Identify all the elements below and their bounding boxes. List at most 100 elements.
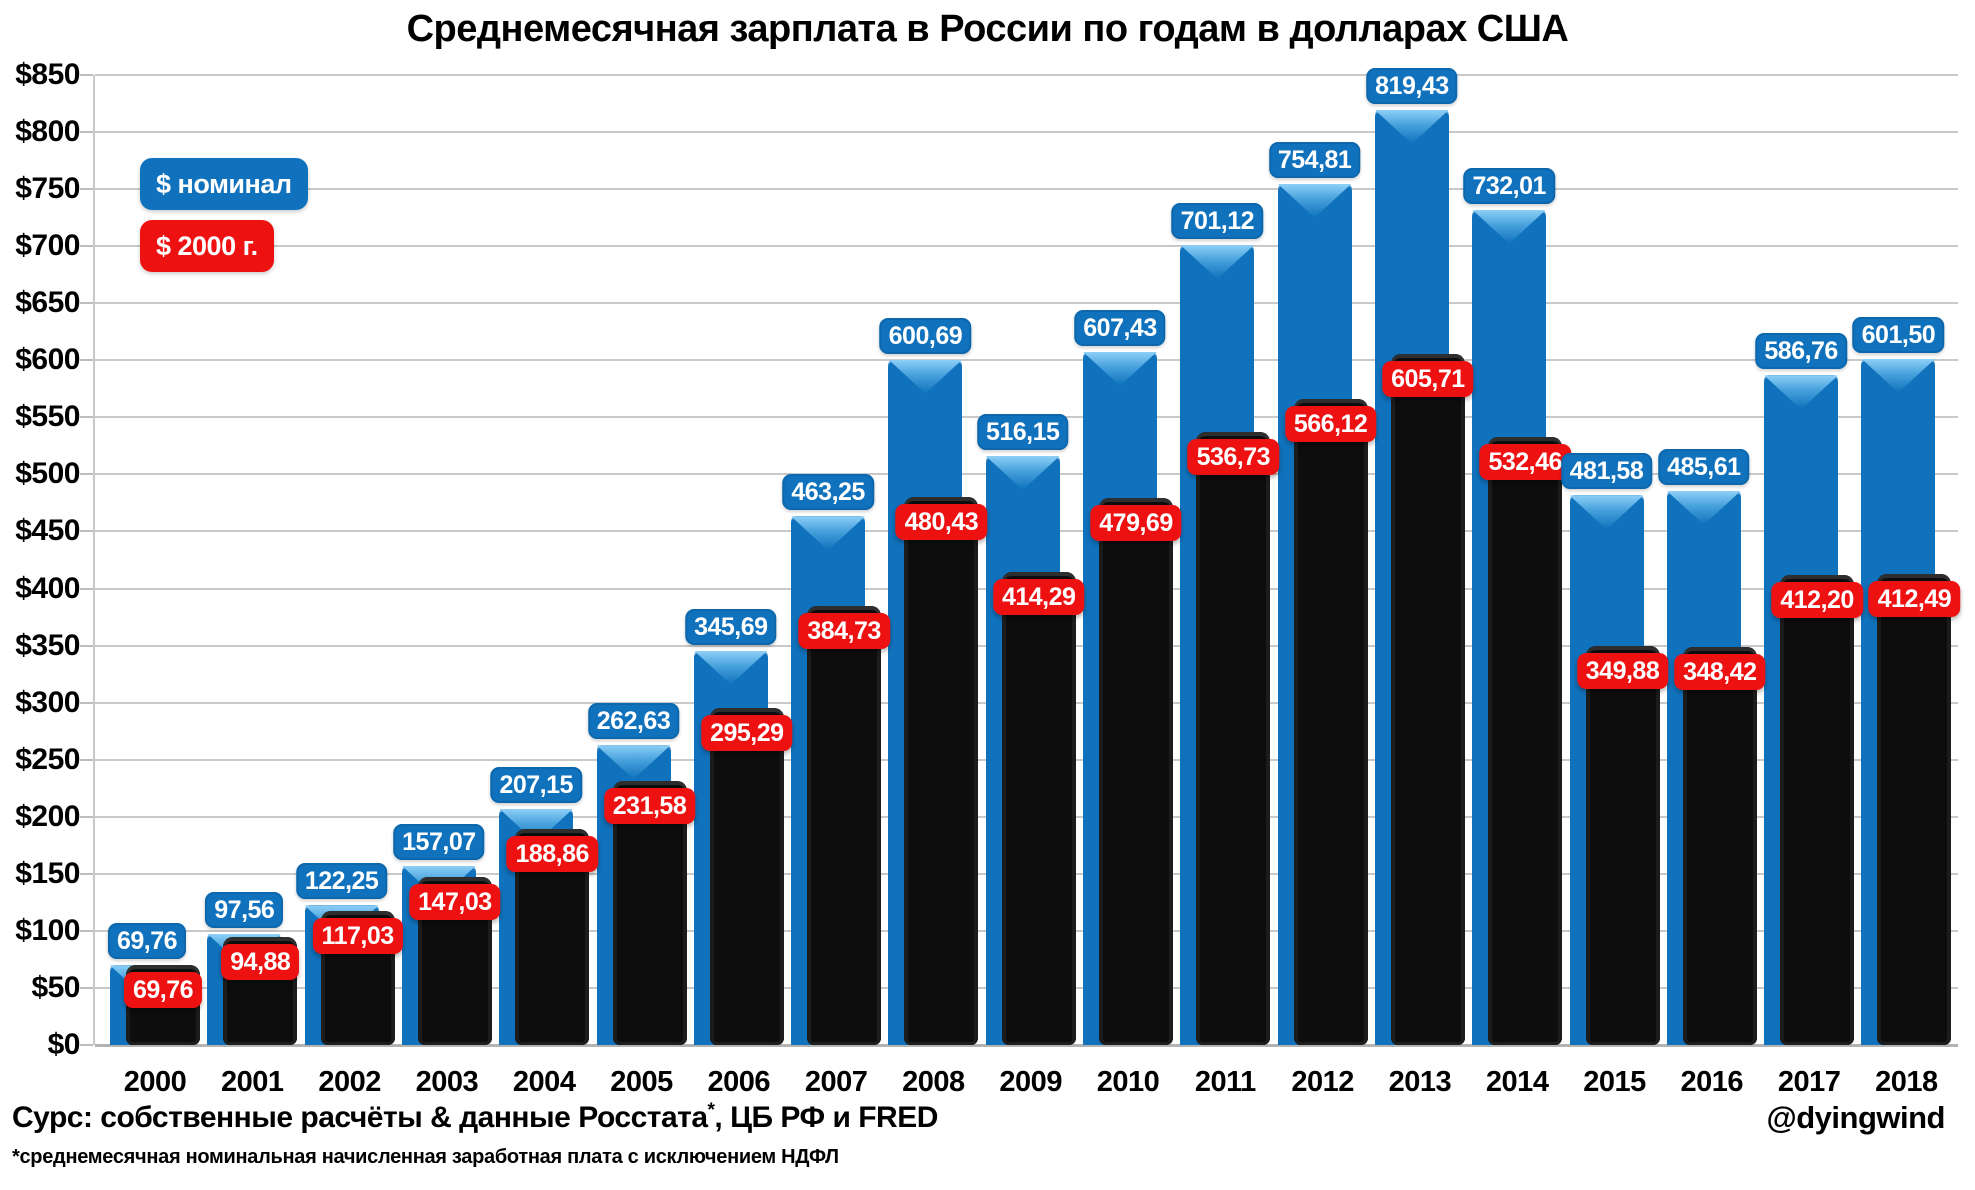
bar-label-real-2010: 479,69 [1090, 504, 1182, 541]
y-axis-tick-label: $0 [47, 1028, 81, 1061]
gridline [95, 188, 1958, 191]
bar-real-2013 [1390, 353, 1465, 1045]
bar-label-real-2014: 532,46 [1479, 444, 1571, 481]
bar-label-nominal-2013: 819,43 [1366, 67, 1458, 104]
x-axis-label-2016: 2016 [1680, 1066, 1744, 1098]
bar-real-2011 [1196, 432, 1271, 1045]
y-axis-tick-label: $750 [15, 172, 80, 206]
bar-label-nominal-2000: 69,76 [107, 923, 187, 960]
x-axis-label-2011: 2011 [1194, 1066, 1256, 1098]
gridline [95, 74, 1958, 76]
y-axis-tick-label: $150 [15, 856, 80, 890]
axis-tick [80, 929, 93, 932]
axis-tick [80, 644, 93, 647]
bar-label-nominal-2001: 97,56 [205, 891, 284, 928]
bar-label-real-2015: 349,88 [1576, 652, 1669, 689]
axis-tick [80, 188, 93, 191]
bar-real-2018 [1877, 574, 1952, 1045]
axis-tick [80, 359, 93, 362]
y-axis-tick-label: $250 [15, 742, 80, 776]
axis-tick [80, 245, 93, 248]
bar-real-2017 [1780, 574, 1855, 1045]
bar-label-nominal-2006: 345,69 [685, 608, 777, 645]
bar-label-real-2005: 231,58 [603, 787, 696, 824]
footnote: *среднемесячная номинальная начисленная … [12, 1146, 839, 1168]
legend-label-nominal: $ номинал [156, 169, 292, 199]
bar-label-real-2011: 536,73 [1187, 439, 1280, 476]
source-text-main: Сурс: собственные расчёты & данные Росст… [12, 1101, 708, 1134]
y-axis-tick-label: $850 [15, 58, 80, 91]
bar-label-real-2009: 414,29 [992, 579, 1085, 616]
legend-item-nominal: $ номинал [140, 158, 308, 210]
bar-label-real-2001: 94,88 [221, 943, 300, 980]
y-axis-tick-label: $350 [15, 628, 80, 662]
source-text-tail: , ЦБ РФ и FRED [714, 1101, 938, 1134]
bar-bevel [1083, 351, 1157, 386]
bar-label-nominal-2007: 463,25 [782, 474, 874, 511]
y-axis-tick-label: $650 [15, 286, 80, 320]
bar-real-2014 [1488, 437, 1563, 1045]
y-axis-tick-label: $800 [15, 115, 80, 149]
axis-tick [80, 131, 93, 134]
axis-tick [80, 815, 93, 818]
bar-label-real-2017: 412,20 [1771, 581, 1863, 618]
x-axis-label-2000: 2000 [123, 1066, 187, 1098]
bar-label-nominal-2014: 732,01 [1463, 167, 1555, 204]
bar-label-nominal-2005: 262,63 [587, 703, 680, 740]
bar-real-2012 [1293, 398, 1368, 1045]
axis-tick [80, 530, 93, 533]
bar-label-real-2018: 412,49 [1868, 581, 1961, 618]
y-axis-tick-label: $300 [15, 685, 80, 719]
bar-bevel [1180, 244, 1255, 279]
axis-tick [80, 587, 93, 590]
bar-bevel [1277, 183, 1352, 218]
x-axis-label-2015: 2015 [1583, 1066, 1646, 1098]
bar-label-real-2000: 69,76 [123, 972, 203, 1009]
bar-bevel [1666, 490, 1741, 525]
bar-label-nominal-2016: 485,61 [1658, 448, 1750, 485]
bar-label-nominal-2010: 607,43 [1074, 309, 1166, 346]
y-axis-tick-label: $550 [15, 400, 80, 434]
gridline [95, 131, 1958, 134]
x-axis-label-2013: 2013 [1388, 1066, 1452, 1098]
bar-real-2015 [1585, 645, 1660, 1045]
bar-label-nominal-2017: 586,76 [1755, 333, 1847, 370]
axis-tick [80, 302, 93, 305]
axis-tick [80, 416, 93, 419]
gridline [95, 359, 1958, 362]
y-axis-tick-label: $100 [15, 913, 80, 947]
bar-real-2006 [709, 708, 784, 1045]
bar-label-nominal-2018: 601,50 [1852, 316, 1945, 353]
x-axis-label-2008: 2008 [902, 1066, 965, 1098]
axis-tick [80, 872, 93, 875]
bar-label-real-2008: 480,43 [895, 503, 988, 540]
legend-item-real-2000: $ 2000 г. [140, 220, 274, 272]
axis-tick [80, 473, 93, 476]
bar-label-real-2016: 348,42 [1674, 654, 1766, 691]
bar-real-2007 [807, 605, 882, 1045]
bar-real-2005 [612, 780, 687, 1045]
bar-label-nominal-2015: 481,58 [1560, 453, 1653, 490]
bar-real-2010 [1099, 497, 1173, 1045]
x-axis-label-2018: 2018 [1875, 1066, 1938, 1098]
bar-real-2008 [904, 496, 979, 1045]
axis-tick [80, 74, 93, 76]
bar-bevel [985, 455, 1060, 490]
x-axis-label-2009: 2009 [999, 1066, 1062, 1098]
x-axis-label-2006: 2006 [707, 1066, 771, 1098]
axis-tick [80, 701, 93, 704]
bar-bevel [1861, 358, 1936, 393]
bar-bevel [791, 516, 866, 551]
x-axis-line [95, 1044, 1958, 1047]
bar-label-nominal-2009: 516,15 [976, 413, 1069, 450]
source-asterisk: * [707, 1100, 715, 1121]
source-note: Сурс: собственные расчёты & данные Росст… [12, 1100, 938, 1135]
x-axis-label-2003: 2003 [415, 1066, 479, 1098]
bar-bevel [888, 359, 963, 394]
x-axis-label-2005: 2005 [610, 1066, 673, 1098]
bar-bevel [1569, 495, 1644, 530]
bar-bevel [1764, 375, 1839, 410]
x-axis-label-2002: 2002 [318, 1066, 381, 1098]
bar-label-real-2002: 117,03 [312, 918, 403, 955]
y-axis-tick-label: $450 [15, 514, 80, 548]
